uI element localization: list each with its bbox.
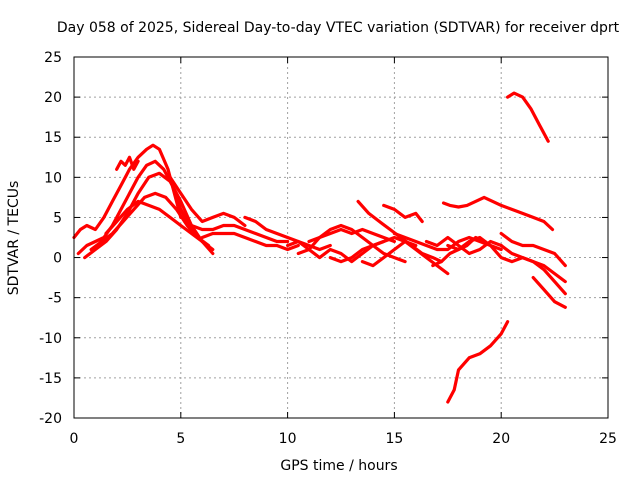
x-axis-label: GPS time / hours: [280, 458, 397, 474]
y-tick-label: -5: [48, 291, 62, 307]
data-series-group: [72, 91, 567, 404]
y-axis-label: SDTVAR / TECUs: [6, 181, 22, 296]
y-tick-label: 0: [53, 251, 62, 267]
x-tick-label: 20: [492, 431, 510, 447]
y-tick-label: -20: [39, 411, 62, 427]
series-line-s2: [76, 159, 204, 256]
y-tick-label: -15: [39, 371, 62, 387]
series-line-s21: [441, 195, 555, 232]
y-tick-label: 10: [44, 170, 62, 186]
y-tick-label: 15: [44, 130, 62, 146]
series-line-s22: [446, 235, 567, 284]
x-tick-label: 5: [176, 431, 185, 447]
x-tick-label: 0: [70, 431, 79, 447]
x-tick-label: 15: [385, 431, 403, 447]
axes: 0 5 10 15 20 25 -20 -15 -10 -5 0 5 10 15 20 25: [39, 50, 617, 447]
series-line-s27: [446, 320, 510, 404]
series-line-s23: [499, 231, 567, 268]
series-line-s24: [499, 243, 567, 296]
series-line-s9: [200, 231, 300, 252]
series-line-s17: [382, 203, 424, 224]
series-line-s25: [531, 276, 567, 309]
y-tick-label: 20: [44, 90, 62, 106]
series-line-s4: [89, 191, 211, 252]
series-line-s7: [168, 175, 247, 228]
plot-frame: [73, 56, 609, 419]
series-line-s10: [243, 215, 332, 252]
series-line-s1: [72, 143, 183, 240]
series-line-s14: [328, 235, 418, 264]
series-line-s11: [286, 227, 396, 252]
y-tick-label: 5: [53, 210, 62, 226]
x-tick-label: 10: [279, 431, 297, 447]
series-line-s8: [189, 223, 290, 244]
x-tick-label: 25: [599, 431, 617, 447]
y-tick-label: 25: [44, 50, 62, 66]
series-line-s26: [506, 91, 550, 143]
series-line-s6: [115, 155, 140, 171]
series-line-s5: [104, 199, 215, 252]
y-tick-label: -10: [39, 331, 62, 347]
chart-title: Day 058 of 2025, Sidereal Day-to-day VTE…: [57, 20, 620, 36]
